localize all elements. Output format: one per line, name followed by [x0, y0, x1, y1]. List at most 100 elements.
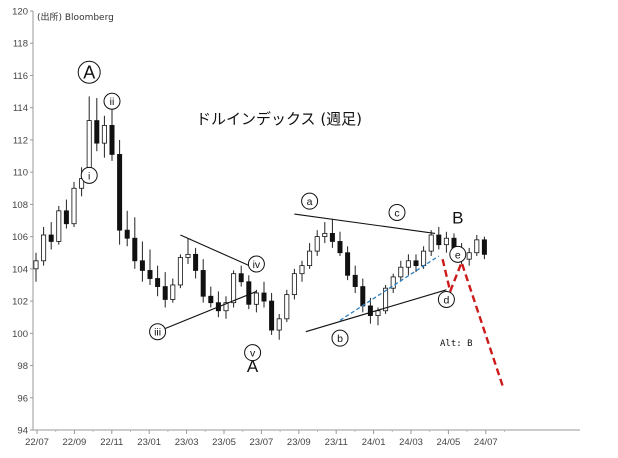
trendline-support — [339, 255, 440, 321]
chart-axes: 94 96 98 100 102 104 106 108 110 112 114 116 118 120 2… — [12, 7, 580, 448]
candle-up — [33, 260, 39, 270]
candle-up — [383, 287, 389, 312]
y-tick-label: 110 — [13, 168, 28, 179]
candle-up — [170, 284, 176, 300]
wave-circle — [149, 323, 167, 341]
candle-down — [352, 274, 358, 287]
trendline-projection — [441, 258, 505, 389]
wave-circle — [244, 344, 262, 362]
candle-up — [466, 252, 472, 260]
trendline-range-upper — [294, 213, 436, 234]
wave-label: d — [443, 294, 449, 306]
y-tick-label: 108 — [12, 200, 28, 211]
x-tick-label: 23/03 — [175, 437, 199, 448]
x-tick-label: 24/07 — [474, 437, 498, 448]
candle-up — [375, 310, 381, 316]
candle-down — [337, 241, 343, 254]
x-tick-label: 23/09 — [287, 437, 311, 448]
x-tick-label: 24/01 — [362, 437, 386, 448]
y-tick-label: 98 — [17, 361, 28, 372]
wave-label: i — [88, 170, 90, 182]
candle-up — [421, 250, 427, 267]
candle-up — [398, 266, 404, 278]
wave-circle — [247, 255, 265, 273]
wave-label: e — [455, 249, 461, 261]
x-tick-label: 22/11 — [100, 437, 123, 448]
y-tick-label: 102 — [12, 297, 28, 308]
y-tick-label: 112 — [13, 135, 28, 146]
candle-down — [117, 154, 123, 231]
wave-circle — [77, 60, 101, 84]
wave-circle — [449, 245, 467, 263]
wave-label: v — [250, 348, 256, 360]
candle-up — [405, 260, 411, 268]
candle-up — [71, 187, 77, 225]
candle-up — [428, 234, 434, 252]
candle-up — [291, 273, 297, 296]
candle-up — [314, 236, 320, 252]
candle-down — [208, 295, 214, 304]
candle-down — [481, 239, 487, 255]
wave-label: ii — [110, 96, 115, 108]
wave-label: a — [307, 196, 313, 208]
candle-down — [155, 278, 161, 287]
candle-down — [413, 260, 419, 267]
candle-down — [162, 286, 168, 300]
y-tick-label: 118 — [13, 39, 28, 50]
wave-circle — [331, 329, 349, 347]
wave-label: A — [83, 63, 95, 83]
candle-down — [269, 300, 275, 331]
candle-up — [322, 232, 328, 238]
x-tick-label: 24/05 — [437, 437, 461, 448]
x-tick-label: 24/03 — [399, 437, 423, 448]
wave-label: b — [337, 333, 343, 345]
candle-up — [231, 273, 237, 304]
wave-label: iii — [154, 327, 161, 339]
candle-down — [246, 281, 252, 305]
wave-circle — [103, 92, 121, 110]
y-tick-label: 100 — [12, 329, 28, 340]
candle-down — [124, 229, 130, 239]
chart-title: ドルインデックス (週足) — [196, 110, 362, 128]
candle-up — [443, 237, 449, 246]
candle-down — [329, 232, 335, 242]
candle-down — [193, 253, 199, 271]
candle-down — [238, 273, 244, 283]
candle-down — [436, 234, 442, 246]
x-tick-label: 23/11 — [325, 437, 348, 448]
x-tick-label: 22/07 — [25, 437, 49, 448]
wave-label: iv — [253, 259, 261, 271]
candle-up — [307, 250, 313, 267]
wave-circle — [437, 290, 455, 308]
candle-up — [253, 292, 259, 305]
candle-up — [276, 318, 282, 331]
candle-down — [261, 292, 267, 302]
candle-up — [390, 276, 396, 289]
candle-up — [185, 253, 191, 258]
y-tick-label: 104 — [12, 264, 28, 275]
x-tick-label: 23/01 — [137, 437, 161, 448]
candle-down — [147, 270, 153, 279]
x-tick-label: 23/07 — [250, 437, 274, 448]
y-tick-label: 114 — [13, 103, 28, 114]
candle-up — [101, 125, 107, 144]
source-label: (出所) Bloomberg — [37, 11, 114, 23]
trendline-triangle-upper — [180, 234, 257, 270]
candle-up — [284, 294, 290, 320]
candle-up — [474, 239, 480, 254]
wave-circle — [80, 166, 98, 184]
y-tick-label: 106 — [12, 232, 28, 243]
y-tick-label: 96 — [17, 393, 28, 404]
candle-up — [223, 302, 229, 312]
wave-label: A — [247, 357, 259, 376]
candle-down — [345, 252, 351, 276]
candle-down — [367, 305, 373, 316]
trendlines — [164, 213, 505, 389]
x-tick-label: 23/05 — [212, 437, 236, 448]
y-tick-label: 116 — [13, 71, 28, 82]
alt-note: Alt: B — [440, 339, 473, 349]
candle-down — [200, 270, 206, 297]
candle-down — [360, 286, 366, 307]
